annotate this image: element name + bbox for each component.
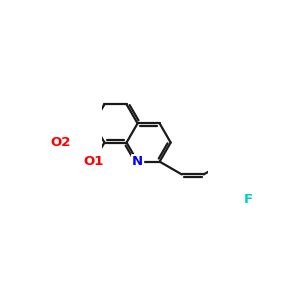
Text: O1: O1	[83, 155, 103, 168]
Text: O2: O2	[50, 136, 70, 149]
Text: F: F	[243, 193, 253, 206]
Text: N: N	[132, 155, 143, 168]
